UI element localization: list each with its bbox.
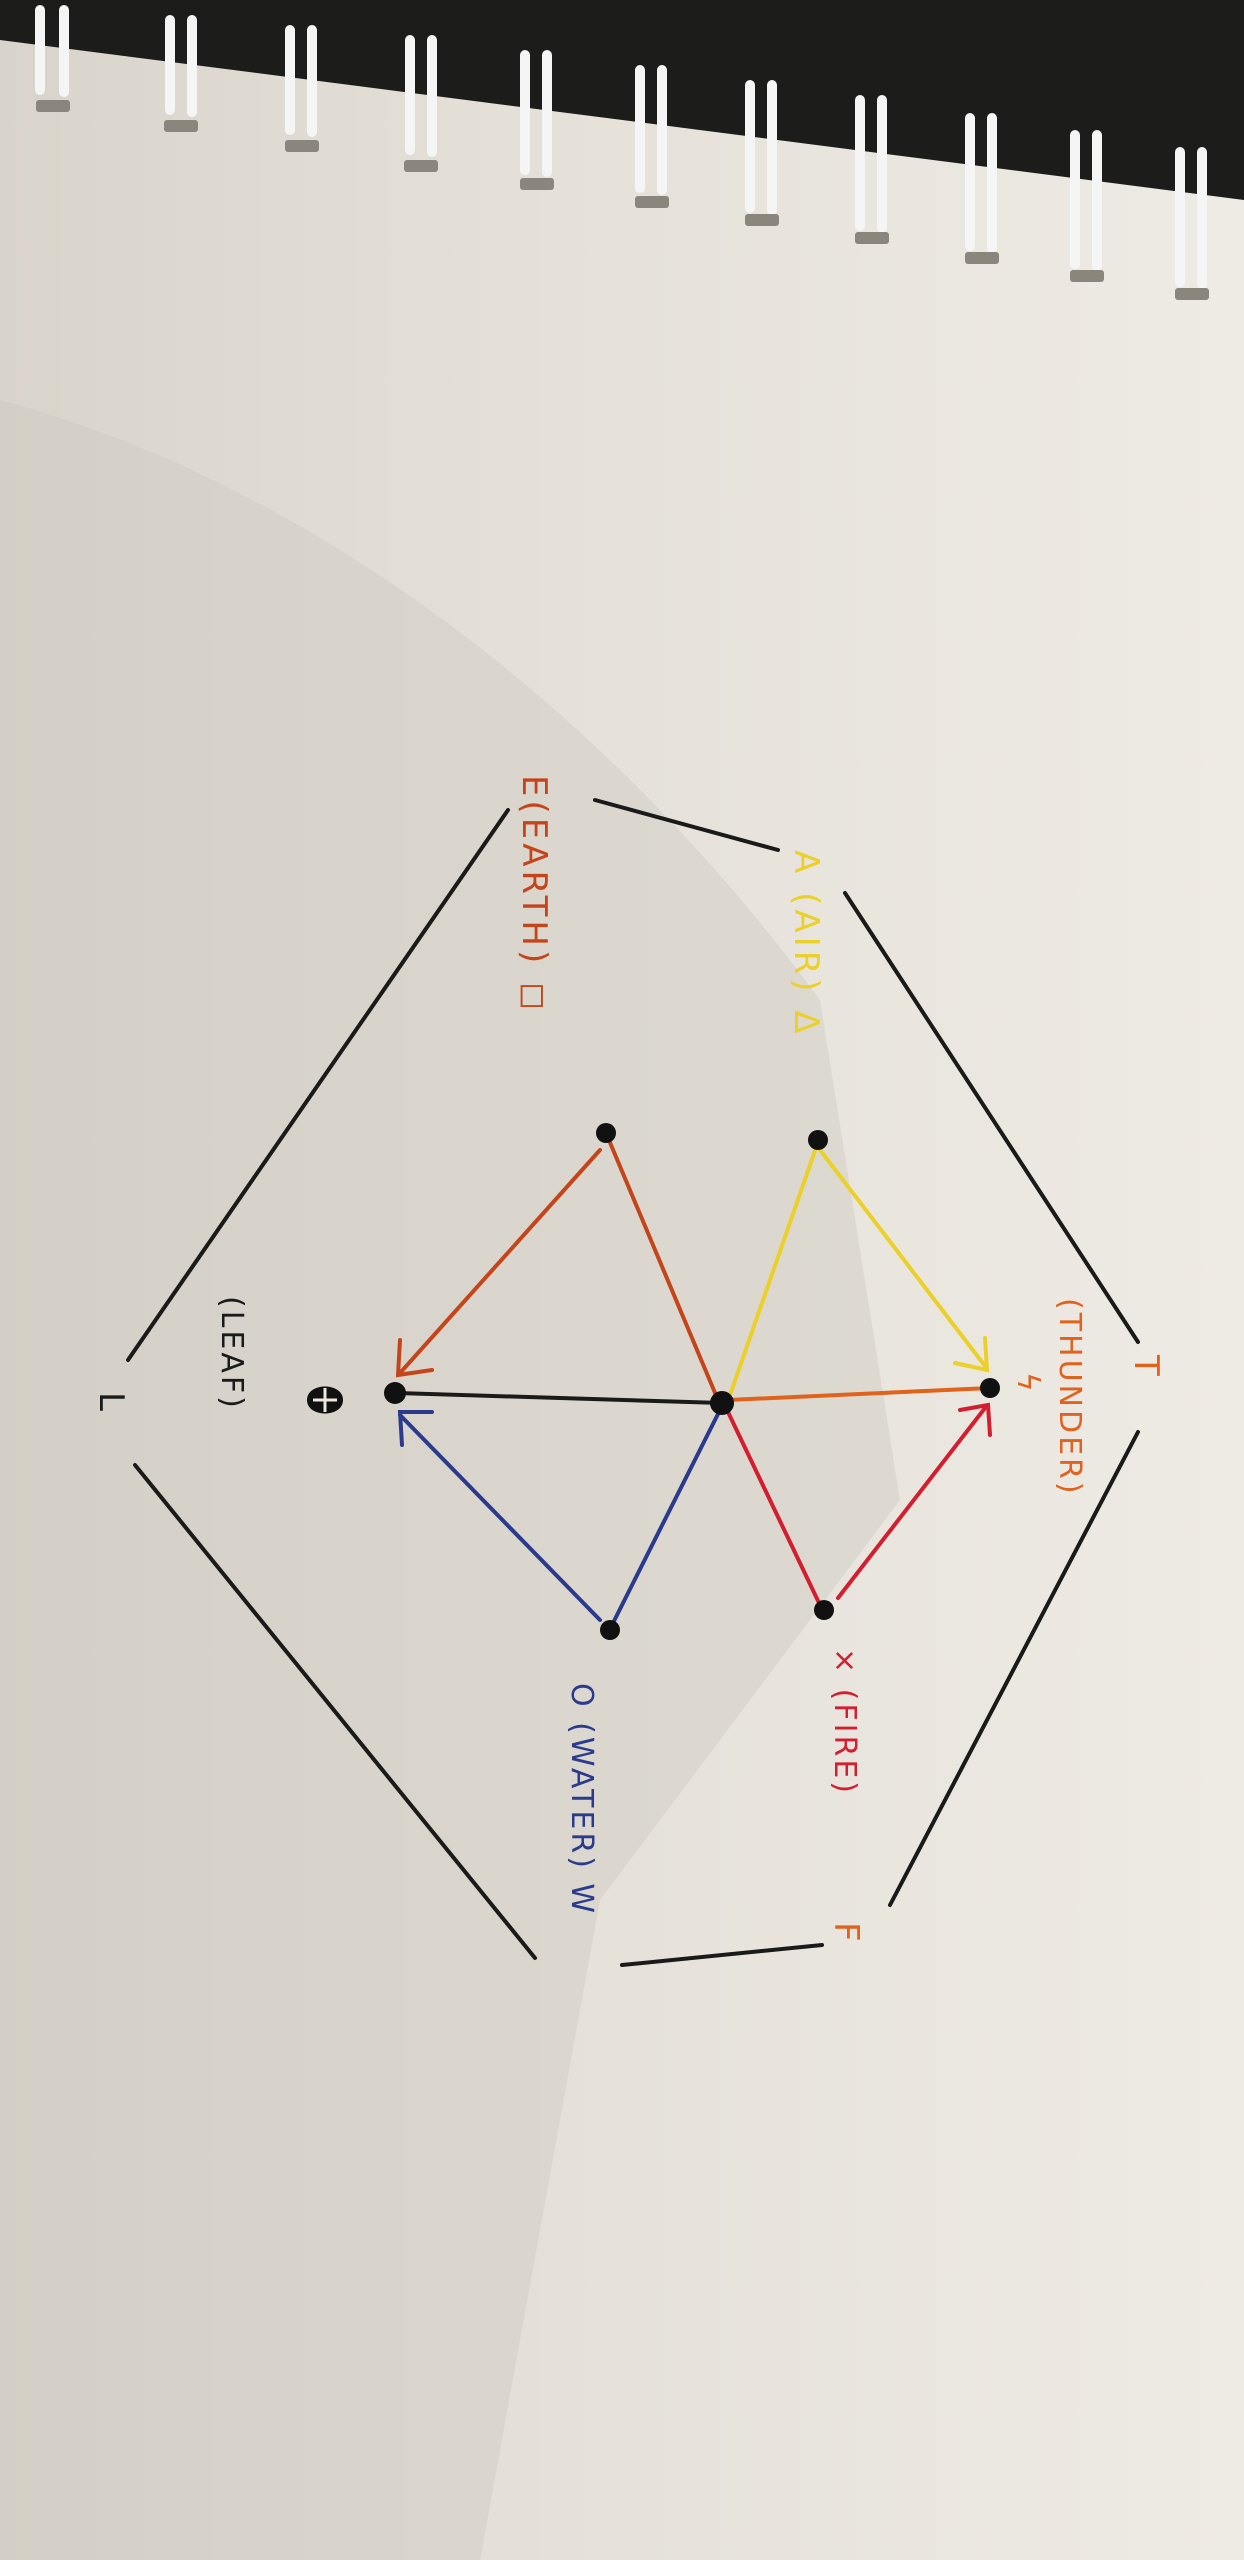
arrow-head-earth xyxy=(395,1338,434,1378)
edge-center-water xyxy=(610,1408,722,1627)
paper-shadow xyxy=(0,400,900,2560)
edge-fire-thunder xyxy=(836,1406,987,1600)
edge-center-leaf xyxy=(395,1391,724,1405)
label-leaf-word: (LEAF) xyxy=(214,1296,249,1411)
label-water: O (WATER) W xyxy=(564,1683,599,1916)
label-leaf-letter: L xyxy=(91,1392,131,1415)
node-thunder xyxy=(980,1378,1000,1398)
node-earth xyxy=(596,1123,616,1143)
arrow-head-fire xyxy=(958,1402,992,1437)
label-thunder-letter: T xyxy=(1126,1354,1166,1380)
edge-water-leaf xyxy=(398,1413,602,1622)
binding-holes xyxy=(36,100,1209,300)
edge-earth-leaf xyxy=(398,1148,602,1375)
label-fire: × (FIRE) xyxy=(827,1648,862,1796)
arrow-head-air xyxy=(953,1336,990,1373)
frame-water-leaf xyxy=(133,1463,537,1960)
label-thunder-word: (THUNDER) xyxy=(1052,1298,1087,1497)
node-fire xyxy=(814,1600,834,1620)
node-air xyxy=(808,1130,828,1150)
edge-center-thunder xyxy=(726,1386,992,1402)
frame-thunder-fire xyxy=(888,1430,1140,1907)
paper-sheet xyxy=(0,40,1244,2560)
edge-earth-center xyxy=(604,1131,720,1402)
node-leaf xyxy=(384,1382,406,1404)
frame-earth-air xyxy=(593,798,780,852)
frame-leaf-earth xyxy=(126,808,510,1362)
label-earth: E(EARTH) ◻ xyxy=(514,775,554,1014)
spiral-binding xyxy=(35,5,1207,289)
leaf-icon xyxy=(307,1386,343,1414)
edge-center-fire xyxy=(726,1410,822,1607)
label-air: A (AIR) Δ xyxy=(786,850,826,1038)
frame-fire-water xyxy=(620,1943,824,1967)
frame-air-thunder xyxy=(843,891,1140,1344)
node-water xyxy=(600,1620,620,1640)
edge-air-center xyxy=(728,1140,820,1397)
label-thunder-symbol: ϟ xyxy=(1010,1372,1045,1395)
nodes xyxy=(384,1123,1000,1640)
inner-edges xyxy=(395,1131,992,1627)
arrow-head-water xyxy=(397,1410,434,1447)
label-fire-letter: F xyxy=(826,1922,866,1946)
outer-frame xyxy=(126,798,1140,1967)
edge-air-thunder xyxy=(818,1148,987,1368)
node-center xyxy=(710,1391,734,1415)
